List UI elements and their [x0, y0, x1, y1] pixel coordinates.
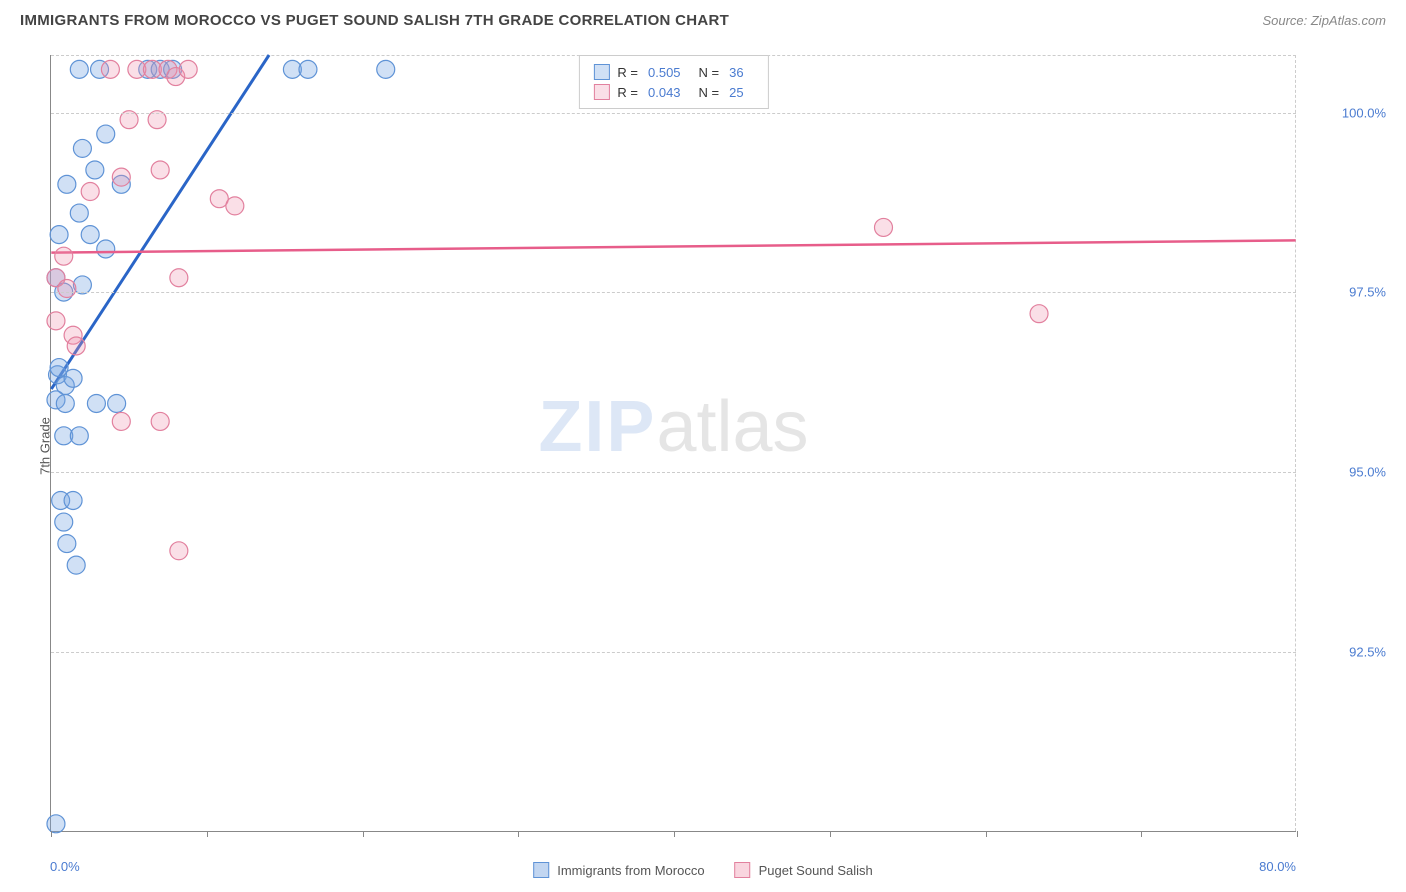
y-tick-label: 92.5% — [1349, 645, 1386, 660]
data-point — [55, 247, 73, 265]
data-point — [226, 197, 244, 215]
plot-svg — [51, 55, 1296, 831]
legend-row: R = 0.043 N = 25 — [593, 82, 753, 102]
series-legend: Immigrants from Morocco Puget Sound Sali… — [533, 862, 873, 878]
data-point — [101, 60, 119, 78]
r-value: 0.043 — [648, 85, 681, 100]
data-point — [112, 412, 130, 430]
gridline-h — [51, 292, 1296, 293]
legend-label: Puget Sound Salish — [759, 863, 873, 878]
data-point — [170, 269, 188, 287]
legend-swatch — [735, 862, 751, 878]
data-point — [70, 60, 88, 78]
legend-swatch — [593, 64, 609, 80]
trend-line — [51, 55, 269, 389]
data-point — [55, 513, 73, 531]
legend-item: Immigrants from Morocco — [533, 862, 704, 878]
legend-swatch — [593, 84, 609, 100]
data-point — [73, 139, 91, 157]
data-point — [377, 60, 395, 78]
data-point — [58, 175, 76, 193]
data-point — [97, 240, 115, 258]
data-point — [73, 276, 91, 294]
chart-area: ZIPatlas R = 0.505 N = 36 R = 0.043 N = … — [50, 55, 1296, 832]
tick-x — [51, 831, 52, 837]
r-label: R = — [617, 85, 638, 100]
data-point — [112, 168, 130, 186]
tick-x — [1141, 831, 1142, 837]
legend-swatch — [533, 862, 549, 878]
data-point — [81, 183, 99, 201]
n-label: N = — [699, 65, 720, 80]
n-value: 36 — [729, 65, 743, 80]
x-tick-label: 0.0% — [50, 859, 80, 874]
y-tick-label: 100.0% — [1342, 105, 1386, 120]
y-tick-label: 95.0% — [1349, 465, 1386, 480]
data-point — [70, 427, 88, 445]
data-point — [179, 60, 197, 78]
data-point — [1030, 305, 1048, 323]
data-point — [47, 815, 65, 833]
data-point — [87, 394, 105, 412]
data-point — [67, 556, 85, 574]
data-point — [50, 359, 68, 377]
data-point — [70, 204, 88, 222]
n-label: N = — [699, 85, 720, 100]
data-point — [875, 218, 893, 236]
gridline-h — [51, 113, 1296, 114]
y-tick-label: 97.5% — [1349, 285, 1386, 300]
legend-label: Immigrants from Morocco — [557, 863, 704, 878]
gridline-h — [51, 472, 1296, 473]
data-point — [151, 161, 169, 179]
legend-item: Puget Sound Salish — [735, 862, 873, 878]
x-tick-label: 80.0% — [1259, 859, 1296, 874]
data-point — [299, 60, 317, 78]
data-point — [58, 535, 76, 553]
r-label: R = — [617, 65, 638, 80]
data-point — [108, 394, 126, 412]
r-value: 0.505 — [648, 65, 681, 80]
data-point — [151, 412, 169, 430]
correlation-legend: R = 0.505 N = 36 R = 0.043 N = 25 — [578, 55, 768, 109]
data-point — [67, 337, 85, 355]
tick-x — [830, 831, 831, 837]
data-point — [56, 394, 74, 412]
tick-x — [674, 831, 675, 837]
data-point — [64, 491, 82, 509]
legend-row: R = 0.505 N = 36 — [593, 62, 753, 82]
data-point — [50, 226, 68, 244]
trend-line — [51, 240, 1295, 252]
tick-x — [1297, 831, 1298, 837]
data-point — [170, 542, 188, 560]
tick-x — [518, 831, 519, 837]
tick-x — [207, 831, 208, 837]
data-point — [86, 161, 104, 179]
data-point — [97, 125, 115, 143]
data-point — [47, 312, 65, 330]
n-value: 25 — [729, 85, 743, 100]
data-point — [81, 226, 99, 244]
tick-x — [363, 831, 364, 837]
source-label: Source: ZipAtlas.com — [1262, 13, 1386, 28]
chart-title: IMMIGRANTS FROM MOROCCO VS PUGET SOUND S… — [20, 12, 729, 29]
tick-x — [986, 831, 987, 837]
data-point — [58, 280, 76, 298]
gridline-h — [51, 652, 1296, 653]
